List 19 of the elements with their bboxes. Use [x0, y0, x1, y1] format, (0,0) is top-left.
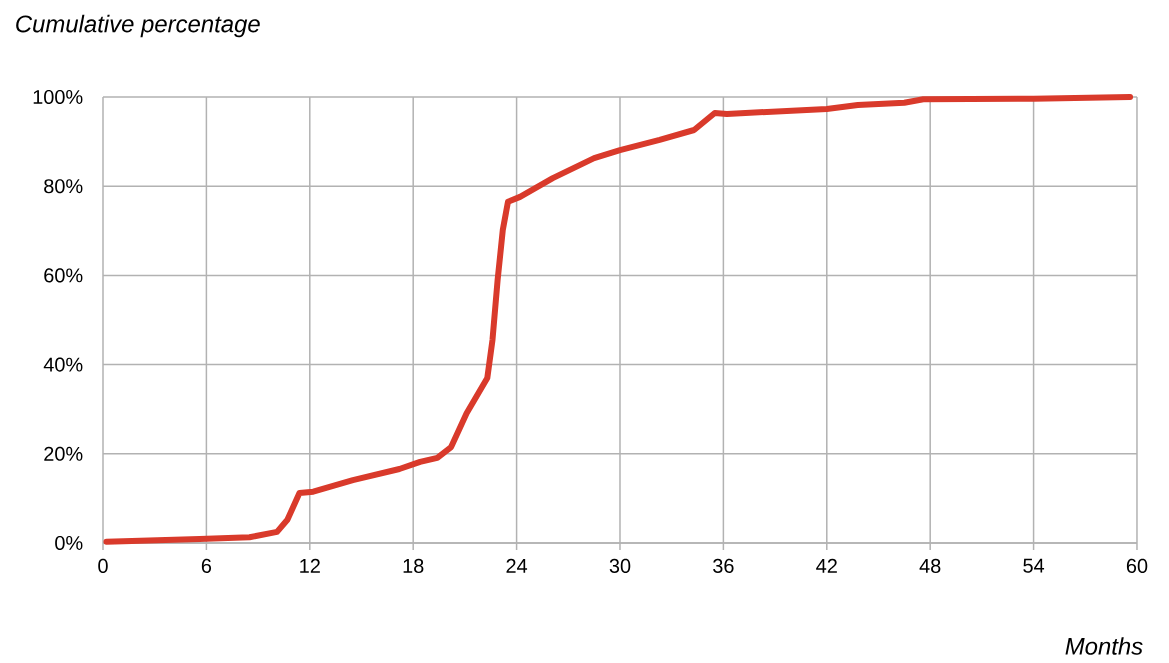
y-tick-label: 0%	[55, 535, 83, 551]
x-tick-label: 24	[506, 558, 528, 573]
y-tick-label: 80%	[44, 179, 83, 194]
x-tick-label: 0	[98, 558, 108, 573]
x-tick-label: 12	[300, 558, 320, 573]
x-tick-label: 54	[1023, 558, 1045, 573]
x-tick-label: 30	[609, 558, 631, 573]
x-tick-label: 36	[713, 558, 734, 573]
x-tick-label: 18	[403, 558, 424, 573]
x-tick-label: 48	[919, 558, 941, 573]
y-tick-label: 40%	[43, 357, 83, 372]
x-axis-title: Months	[1065, 637, 1143, 655]
y-axis-title: Cumulative percentage	[16, 14, 260, 38]
x-tick-label: 42	[816, 558, 837, 573]
y-tick-label: 100%	[33, 89, 83, 105]
y-tick-label: 20%	[44, 446, 83, 461]
x-tick-label: 6	[201, 558, 212, 573]
x-tick-label: 60	[1126, 558, 1148, 573]
y-tick-label: 60%	[44, 268, 83, 283]
